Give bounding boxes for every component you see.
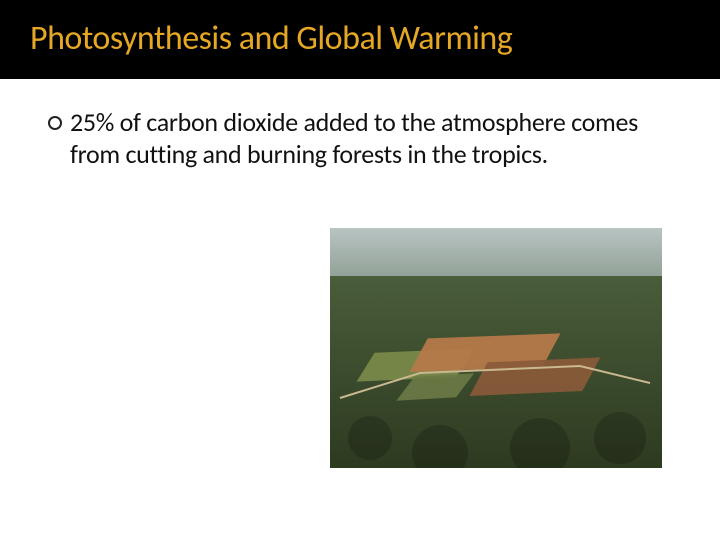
aerial-scene-icon bbox=[330, 228, 662, 468]
title-bar: Photosynthesis and Global Warming bbox=[0, 0, 720, 79]
slide-title: Photosynthesis and Global Warming bbox=[30, 18, 690, 59]
bullet-circle-icon bbox=[48, 116, 62, 130]
deforestation-photo bbox=[330, 228, 662, 468]
bullet-item: 25% of carbon dioxide added to the atmos… bbox=[48, 107, 672, 170]
bullet-text: 25% of carbon dioxide added to the atmos… bbox=[70, 107, 672, 170]
content-area: 25% of carbon dioxide added to the atmos… bbox=[0, 79, 720, 170]
